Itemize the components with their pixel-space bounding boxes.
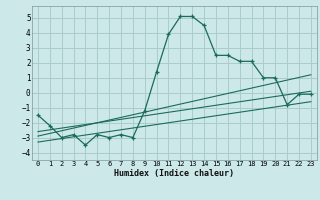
- X-axis label: Humidex (Indice chaleur): Humidex (Indice chaleur): [115, 169, 234, 178]
